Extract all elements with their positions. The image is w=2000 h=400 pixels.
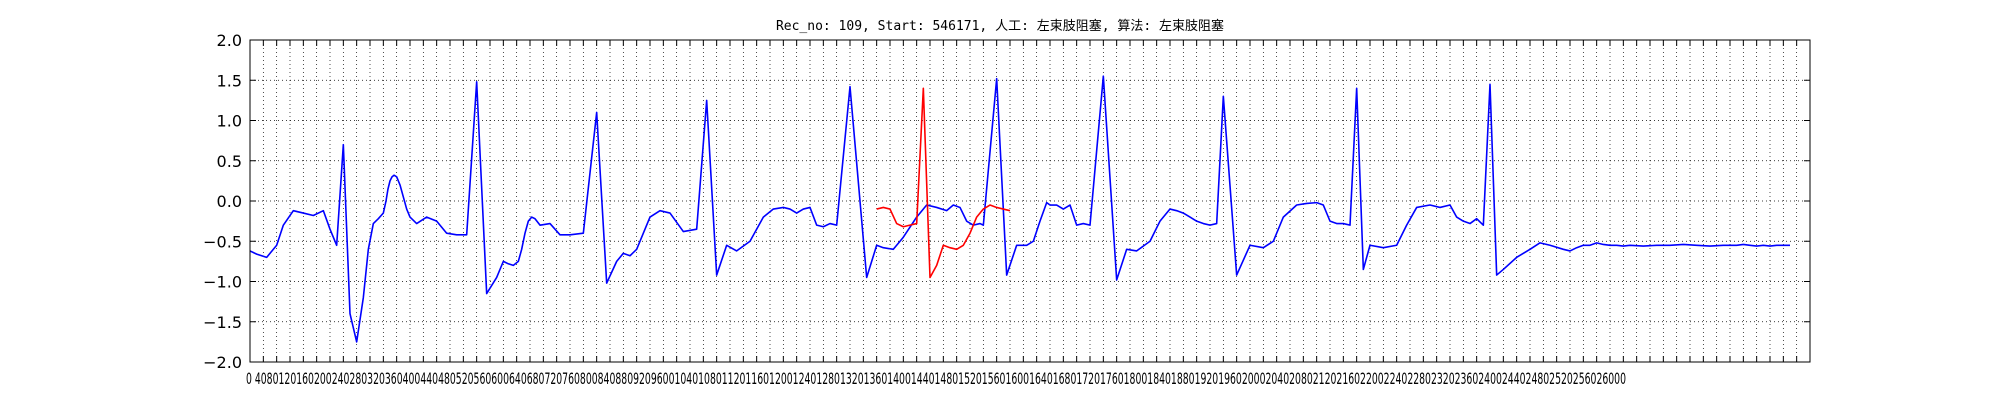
series-layer [249, 75, 1790, 343]
x-tick-labels: 0 40801201602002402803203604004404805205… [246, 369, 1626, 388]
grid [250, 40, 1810, 362]
y-tick-label: 1.0 [217, 112, 242, 131]
chart-title: Rec_no: 109, Start: 546171, 人工: 左束肢阻塞, 算… [776, 18, 1224, 34]
y-tick-label: −2.0 [203, 353, 242, 372]
y-tick-label: 0.0 [217, 192, 242, 211]
y-ticks: −2.0 −1.5 −1.0 −0.5 0.0 0.5 1.0 1.5 2.0 [203, 31, 1810, 372]
y-tick-label: −1.0 [203, 273, 242, 292]
y-tick-label: 2.0 [217, 31, 242, 50]
y-tick-label: −0.5 [203, 232, 242, 251]
y-tick-label: 0.5 [217, 152, 242, 171]
series-line-highlight [876, 87, 1011, 279]
y-tick-label: 1.5 [217, 71, 242, 90]
y-tick-label: −1.5 [203, 313, 242, 332]
series-line-ecg [249, 75, 1790, 343]
